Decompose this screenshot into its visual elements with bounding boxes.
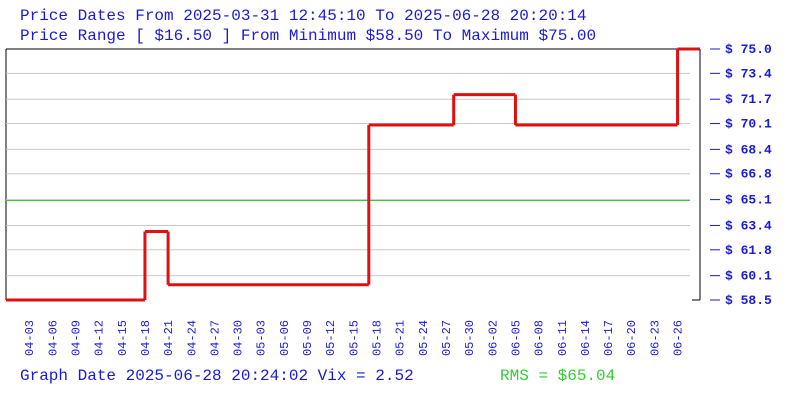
y-tick-label: $ 61.8 <box>725 243 772 258</box>
x-tick-label: 06-14 <box>579 320 593 356</box>
x-tick-label: 04-03 <box>23 320 37 356</box>
x-tick-label: 04-24 <box>185 320 199 356</box>
rms-label: RMS = $65.04 <box>500 367 615 385</box>
x-tick-label: 04-12 <box>93 320 107 356</box>
x-tick-label: 05-09 <box>301 320 315 356</box>
x-tick-label: 04-09 <box>69 320 83 356</box>
y-tick-label: $ 71.7 <box>725 92 772 107</box>
x-tick-label: 04-06 <box>46 320 60 356</box>
y-tick-label: $ 70.1 <box>725 117 772 132</box>
y-tick-label: $ 75.0 <box>725 42 772 57</box>
y-tick-label: $ 68.4 <box>725 142 772 157</box>
x-tick-label: 05-06 <box>278 320 292 356</box>
x-tick-label: 05-18 <box>371 320 385 356</box>
x-tick-label: 05-24 <box>417 320 431 356</box>
x-tick-label: 05-30 <box>463 320 477 356</box>
x-tick-label: 04-15 <box>116 320 130 356</box>
chart-subtitle: Price Range [ $16.50 ] From Minimum $58.… <box>20 27 596 45</box>
y-tick-label: $ 66.8 <box>725 167 772 182</box>
x-tick-label: 05-27 <box>440 320 454 356</box>
x-tick-label: 05-15 <box>347 320 361 356</box>
footer: Graph Date 2025-06-28 20:24:02 Vix = 2.5… <box>20 367 414 385</box>
x-tick-label: 05-12 <box>324 320 338 356</box>
x-tick-label: 04-27 <box>208 320 222 356</box>
x-tick-label: 06-05 <box>509 320 523 356</box>
x-tick-label: 04-18 <box>139 320 153 356</box>
y-tick-label: $ 65.1 <box>725 193 772 208</box>
x-tick-label: 06-20 <box>625 320 639 356</box>
x-tick-label: 06-23 <box>648 320 662 356</box>
x-tick-label: 04-30 <box>232 320 246 356</box>
x-tick-label: 06-11 <box>556 320 570 356</box>
x-tick-label: 06-02 <box>486 320 500 356</box>
y-tick-label: $ 60.1 <box>725 269 772 284</box>
y-tick-label: $ 73.4 <box>725 66 772 81</box>
y-tick-label: $ 58.5 <box>725 293 772 308</box>
chart-title: Price Dates From 2025-03-31 12:45:10 To … <box>20 7 587 25</box>
x-tick-label: 04-21 <box>162 320 176 356</box>
x-tick-label: 06-26 <box>672 320 686 356</box>
x-tick-label: 05-21 <box>394 320 408 356</box>
y-tick-label: $ 63.4 <box>725 218 772 233</box>
x-tick-label: 05-03 <box>255 320 269 356</box>
x-tick-label: 06-08 <box>533 320 547 356</box>
x-tick-label: 06-17 <box>602 320 616 356</box>
